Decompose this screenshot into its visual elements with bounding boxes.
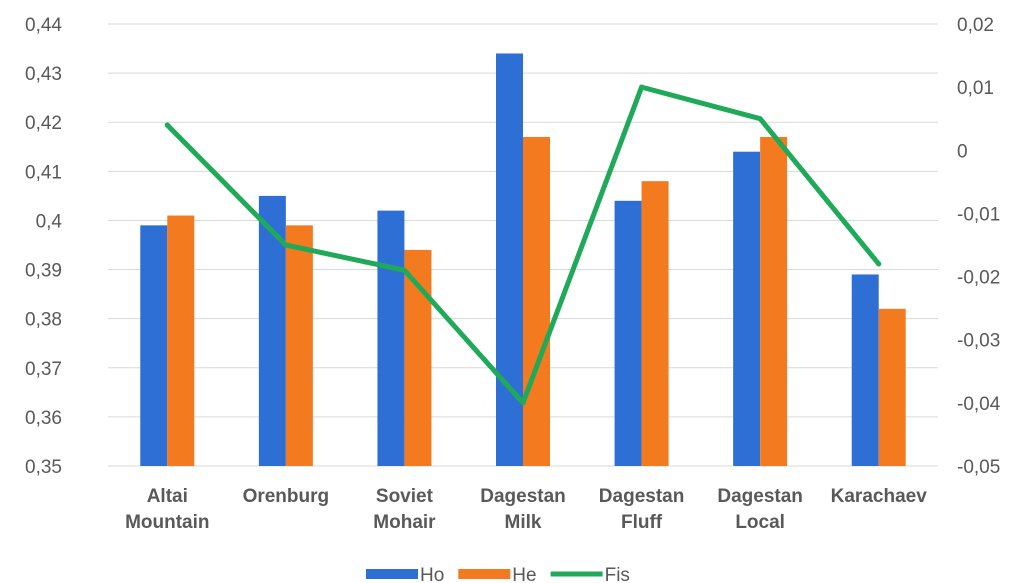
category-label: Dagestan	[599, 486, 685, 507]
category-label: Local	[735, 512, 785, 533]
legend-swatch-he	[458, 569, 511, 579]
right-tick-label: -0,04	[957, 394, 1001, 415]
left-tick-label: 0,43	[25, 64, 62, 85]
category-label: Dagestan	[717, 486, 803, 507]
right-tick-label: 0,01	[957, 78, 994, 99]
left-tick-label: 0,37	[25, 359, 62, 380]
legend-label-ho: Ho	[420, 565, 444, 583]
category-label: Mohair	[373, 512, 436, 533]
legend-swatch-ho	[366, 569, 418, 579]
legend: Ho He Fis	[366, 565, 630, 583]
bar-he	[878, 308, 906, 466]
fis-point	[164, 122, 170, 128]
left-tick-label: 0,38	[25, 310, 62, 331]
category-label: Altai	[147, 486, 188, 507]
fis-point	[520, 400, 526, 406]
category-label: Fluff	[621, 512, 663, 533]
left-axis: 0,35 0,36 0,37 0,38 0,39 0,4 0,41 0,42 0,43 0,44	[25, 15, 62, 478]
left-tick-label: 0,35	[25, 457, 62, 478]
right-tick-label: -0,03	[957, 331, 1000, 352]
left-tick-label: 0,4	[36, 211, 63, 232]
category-label: Karachaev	[831, 486, 928, 507]
fis-point	[283, 242, 289, 248]
category-label: Mountain	[125, 512, 209, 533]
legend-label-fis: Fis	[605, 565, 630, 583]
bar-ho	[377, 210, 405, 466]
bar-ho	[258, 195, 286, 466]
bar-ho	[851, 274, 879, 466]
fis-point	[401, 267, 407, 273]
bar-ho	[733, 151, 761, 466]
fis-point	[639, 84, 645, 90]
bar-ho	[614, 200, 642, 467]
right-tick-label: 0,02	[957, 15, 994, 36]
left-tick-label: 0,41	[25, 162, 62, 183]
category-label: Orenburg	[243, 486, 330, 507]
right-tick-label: 0	[957, 141, 968, 162]
left-tick-label: 0,42	[25, 113, 62, 134]
left-tick-label: 0,44	[25, 15, 62, 36]
category-axis: Altai Mountain Orenburg Soviet Mohair Dagesta…	[125, 486, 927, 533]
right-tick-label: -0,05	[957, 457, 1000, 478]
category-label: Milk	[505, 512, 542, 533]
bar-series	[140, 53, 906, 467]
bar-he	[641, 181, 669, 466]
bar-he	[167, 215, 195, 466]
left-tick-label: 0,36	[25, 408, 62, 429]
fis-line-series	[164, 84, 882, 406]
bar-he	[760, 136, 788, 466]
bar-ho	[140, 225, 168, 466]
right-tick-label: -0,02	[957, 268, 1000, 289]
fis-point	[876, 261, 882, 267]
legend-label-he: He	[512, 565, 536, 583]
category-label: Soviet	[376, 486, 434, 507]
category-label: Dagestan	[480, 486, 566, 507]
right-axis: -0,05 -0,04 -0,03 -0,02 -0,01 0 0,01 0,02	[957, 15, 1001, 478]
left-tick-label: 0,39	[25, 261, 62, 282]
right-tick-label: -0,01	[957, 204, 1000, 225]
fis-point	[757, 116, 763, 122]
bar-ho	[496, 53, 523, 466]
bar-he	[285, 225, 313, 466]
bar-he	[523, 136, 550, 466]
